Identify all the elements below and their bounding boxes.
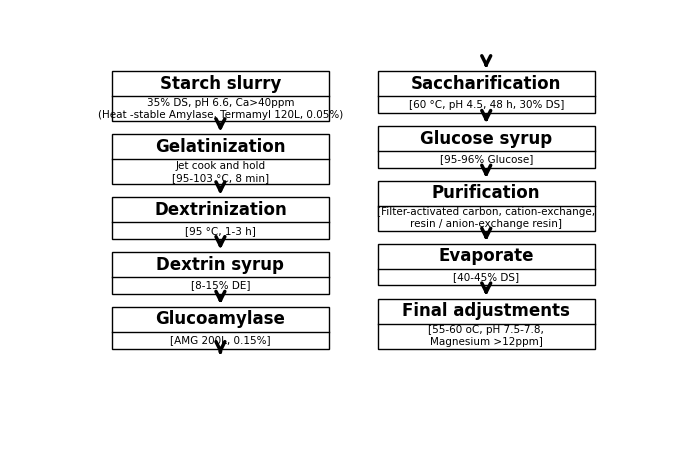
Bar [378,126,595,168]
Text: [Filter-activated carbon, cation-exchange,
resin / anion-exchange resin]: [Filter-activated carbon, cation-exchang… [377,207,595,229]
Text: [AMG 200L, 0.15%]: [AMG 200L, 0.15%] [170,335,271,345]
Text: [95-96% Glucose]: [95-96% Glucose] [440,154,533,164]
Text: Starch slurry: Starch slurry [160,75,281,93]
Text: 35% DS, pH 6.6, Ca>40ppm
(Heat -stable Amylase, Termamyl 120L, 0.05%): 35% DS, pH 6.6, Ca>40ppm (Heat -stable A… [98,98,343,120]
Text: [8-15% DE]: [8-15% DE] [190,280,250,290]
Text: Jet cook and hold
[95-103 °C, 8 min]: Jet cook and hold [95-103 °C, 8 min] [172,161,269,183]
Text: Saccharification: Saccharification [411,75,561,93]
Bar [378,72,595,113]
Bar [378,181,595,231]
Text: Purification: Purification [432,184,540,202]
Bar [112,252,329,294]
Bar [112,71,329,121]
Bar [378,299,595,349]
Text: [60 °C, pH 4.5, 48 h, 30% DS]: [60 °C, pH 4.5, 48 h, 30% DS] [409,99,564,110]
Text: Glucose syrup: Glucose syrup [420,130,552,148]
Text: [55-60 oC, pH 7.5-7.8,
Magnesium >12ppm]: [55-60 oC, pH 7.5-7.8, Magnesium >12ppm] [428,325,544,347]
Bar [112,135,329,184]
Text: [95 °C, 1-3 h]: [95 °C, 1-3 h] [185,226,256,236]
Text: Dextrin syrup: Dextrin syrup [157,256,284,274]
Text: [40-45% DS]: [40-45% DS] [453,272,519,282]
Bar [112,307,329,349]
Text: Dextrinization: Dextrinization [154,201,287,219]
Text: Final adjustments: Final adjustments [402,302,570,320]
Text: Evaporate: Evaporate [438,248,534,266]
Bar [112,198,329,239]
Bar [378,244,595,285]
Text: Glucoamylase: Glucoamylase [155,310,286,328]
Text: Gelatinization: Gelatinization [155,138,286,156]
